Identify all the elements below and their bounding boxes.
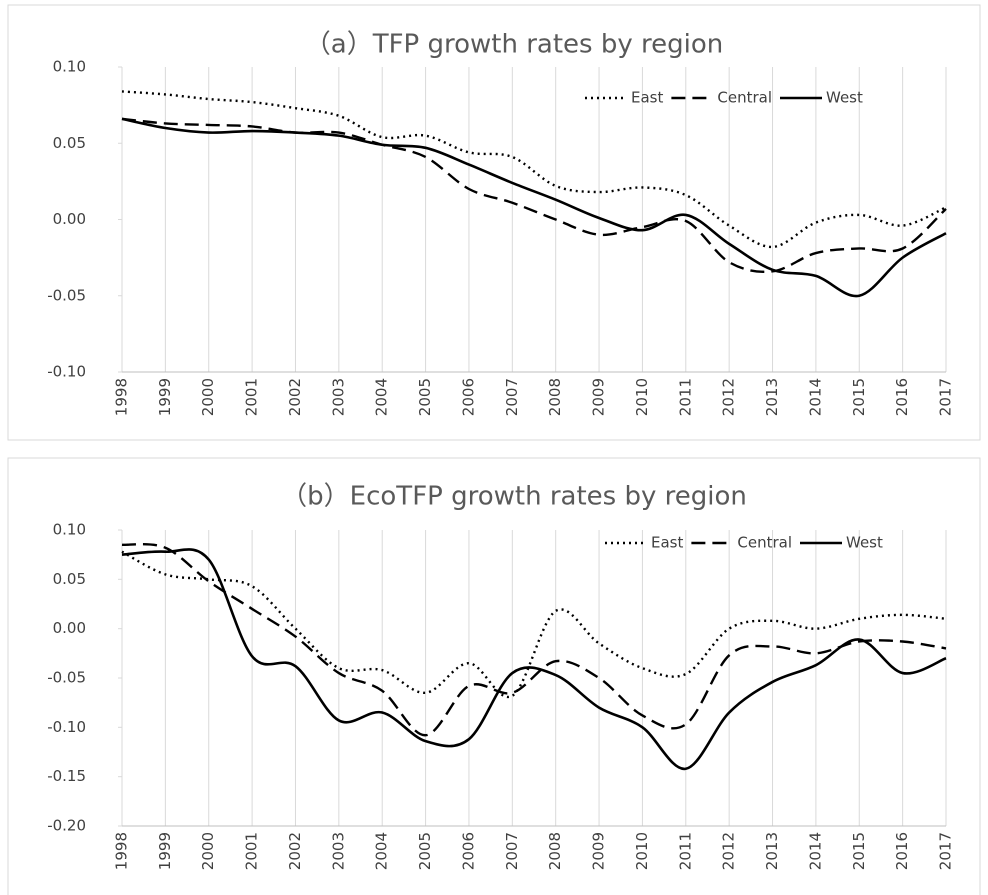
y-tick-label: -0.05 [47, 669, 86, 687]
x-tick-label: 2015 [850, 832, 868, 870]
x-tick-label: 2002 [286, 832, 304, 870]
y-tick-label: 0.10 [53, 58, 86, 76]
x-tick-label: 2016 [893, 832, 911, 870]
x-tick-label: 2005 [416, 378, 434, 416]
x-tick-label: 2008 [546, 378, 564, 416]
data-line [121, 117, 947, 273]
x-tick-label: 2004 [373, 378, 391, 416]
x-tick-label: 2002 [286, 378, 304, 416]
x-tick-label: 2007 [503, 832, 521, 870]
y-tick-label: -0.10 [47, 718, 86, 736]
y-tick-label: 0.05 [53, 134, 86, 152]
x-tick-label: 2007 [503, 378, 521, 416]
x-tick-label: 1998 [113, 832, 131, 870]
x-tick-label: 2006 [459, 378, 477, 416]
x-tick-label: 2015 [850, 378, 868, 416]
x-tick-label: 2006 [459, 832, 477, 870]
x-tick-label: 2000 [199, 378, 217, 416]
y-tick-label: 0.00 [53, 210, 86, 228]
data-line [121, 542, 947, 737]
y-tick-label: 0.00 [53, 619, 86, 637]
panel-frame [7, 4, 981, 441]
legend-label: Central [717, 89, 772, 107]
x-tick-label: 2011 [676, 378, 694, 416]
x-tick-label: 2008 [546, 832, 564, 870]
x-tick-label: 2012 [720, 832, 738, 870]
legend-label: Central [737, 534, 792, 552]
legend-label: West [826, 89, 863, 107]
x-tick-label: 1999 [156, 832, 174, 870]
legend-label: East [631, 89, 663, 107]
legend-label: East [651, 534, 683, 552]
y-tick-label: -0.05 [47, 286, 86, 304]
data-line [121, 550, 947, 699]
data-line [121, 117, 947, 298]
x-tick-label: 2005 [416, 832, 434, 870]
chart-title: （b）EcoTFP growth rates by region [281, 482, 747, 512]
data-line [121, 90, 947, 249]
y-tick-label: 0.05 [53, 570, 86, 588]
x-tick-label: 2011 [676, 832, 694, 870]
x-tick-label: 2017 [937, 832, 955, 870]
x-tick-label: 2012 [720, 378, 738, 416]
x-tick-label: 2010 [633, 378, 651, 416]
x-tick-label: 2003 [329, 378, 347, 416]
x-tick-label: 1998 [113, 378, 131, 416]
x-tick-label: 2003 [329, 832, 347, 870]
y-tick-label: -0.10 [47, 363, 86, 381]
chart-panel: （a）TFP growth rates by region 1998 1999 200… [7, 4, 981, 441]
x-tick-label: 2009 [590, 378, 608, 416]
x-tick-label: 2013 [763, 378, 781, 416]
x-tick-label: 2017 [937, 378, 955, 416]
y-tick-label: -0.15 [47, 767, 86, 785]
x-tick-label: 2013 [763, 832, 781, 870]
y-tick-label: 0.10 [53, 521, 86, 539]
x-tick-label: 2001 [243, 378, 261, 416]
x-tick-label: 2014 [806, 378, 824, 416]
x-tick-label: 2014 [806, 832, 824, 870]
legend-label: West [846, 534, 883, 552]
x-tick-label: 2001 [243, 832, 261, 870]
x-tick-label: 2010 [633, 832, 651, 870]
y-tick-label: -0.20 [47, 817, 86, 835]
panel-frame [7, 457, 981, 895]
x-tick-label: 2004 [373, 832, 391, 870]
x-tick-label: 2000 [199, 832, 217, 870]
x-tick-label: 2009 [590, 832, 608, 870]
data-line [121, 548, 947, 771]
chart-panel: （b）EcoTFP growth rates by region 1998 1999… [7, 457, 981, 895]
chart-title: （a）TFP growth rates by region [305, 30, 723, 60]
x-tick-label: 1999 [156, 378, 174, 416]
x-tick-label: 2016 [893, 378, 911, 416]
